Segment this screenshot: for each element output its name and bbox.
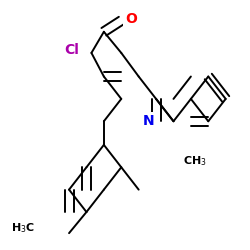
Text: O: O [125, 12, 137, 26]
Text: H$_3$C: H$_3$C [11, 221, 35, 235]
Text: N: N [143, 114, 154, 128]
Text: Cl: Cl [64, 44, 79, 58]
Text: CH$_3$: CH$_3$ [184, 154, 207, 168]
